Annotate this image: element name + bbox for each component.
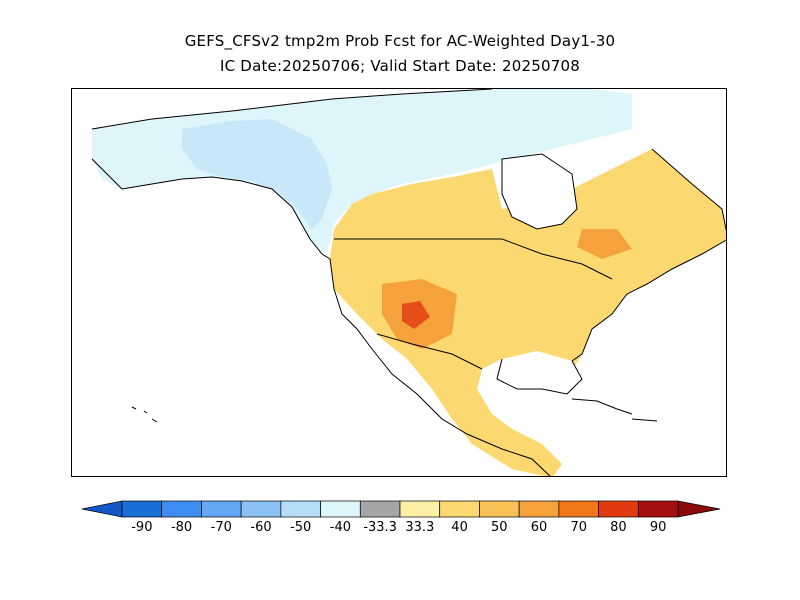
north-america-warm-region	[330, 149, 726, 476]
pacific-coastline	[91, 158, 551, 476]
us-mexico-border	[376, 333, 483, 370]
gulf-of-mexico	[497, 351, 582, 394]
chart-title: GEFS_CFSv2 tmp2m Prob Fcst for AC-Weight…	[184, 32, 616, 50]
cuba-island	[571, 398, 633, 415]
colorbar-label: -33.3	[363, 520, 397, 535]
hispaniola-island	[631, 418, 658, 422]
colorbar-arrow-right	[677, 500, 721, 518]
colorbar-label: -80	[171, 520, 192, 535]
colorbar-arrow-left	[81, 500, 123, 518]
colorbar-swatch	[439, 500, 480, 518]
colorbar-swatch	[479, 500, 520, 518]
chart-subtitle: IC Date:20250706; Valid Start Date: 2025…	[220, 57, 580, 75]
colorbar-swatch	[280, 500, 321, 518]
colorbar-swatch	[201, 500, 242, 518]
gulf-coastline	[496, 358, 583, 395]
colorbar-swatch	[637, 500, 679, 518]
hudson-bay	[502, 154, 577, 229]
colorbar-label: 33.3	[405, 520, 434, 535]
islands	[131, 398, 658, 423]
coastlines	[91, 89, 726, 476]
colorbar-label: -90	[131, 520, 152, 535]
colorbar-label: 60	[531, 520, 548, 535]
us-canada-border	[334, 238, 613, 280]
colorbar-swatch	[240, 500, 282, 518]
alaska-cold-region	[182, 119, 332, 229]
colorbar-label: -40	[330, 520, 351, 535]
colorbar-label: -60	[250, 520, 271, 535]
colorbar-label: 40	[451, 520, 468, 535]
probability-fill	[92, 89, 726, 476]
map-panel	[71, 88, 727, 477]
map-canvas	[91, 89, 726, 476]
colorbar-swatch	[161, 500, 202, 518]
colorbar-swatch	[598, 500, 639, 518]
colorbar-swatch	[558, 500, 599, 518]
colorbar-label: -50	[290, 520, 311, 535]
hawaii-islands	[131, 406, 158, 423]
colorbar-swatch	[121, 500, 163, 518]
colorbar-label: 80	[610, 520, 627, 535]
hudson-bay-coastline	[501, 153, 578, 230]
colorbar-swatch	[320, 500, 361, 518]
colorbar-swatch	[399, 500, 441, 518]
arctic-coastline	[91, 89, 493, 130]
colorbar-label: 90	[650, 520, 667, 535]
southwest-hottest-region	[402, 301, 430, 329]
colorbar-label: -70	[211, 520, 232, 535]
quebec-hot-region	[577, 229, 632, 259]
colorbar-swatch	[359, 500, 401, 518]
atlantic-coastline	[571, 148, 726, 362]
colorbar-swatch	[518, 500, 560, 518]
colorbar-label: 70	[570, 520, 587, 535]
colorbar-label: 50	[491, 520, 508, 535]
